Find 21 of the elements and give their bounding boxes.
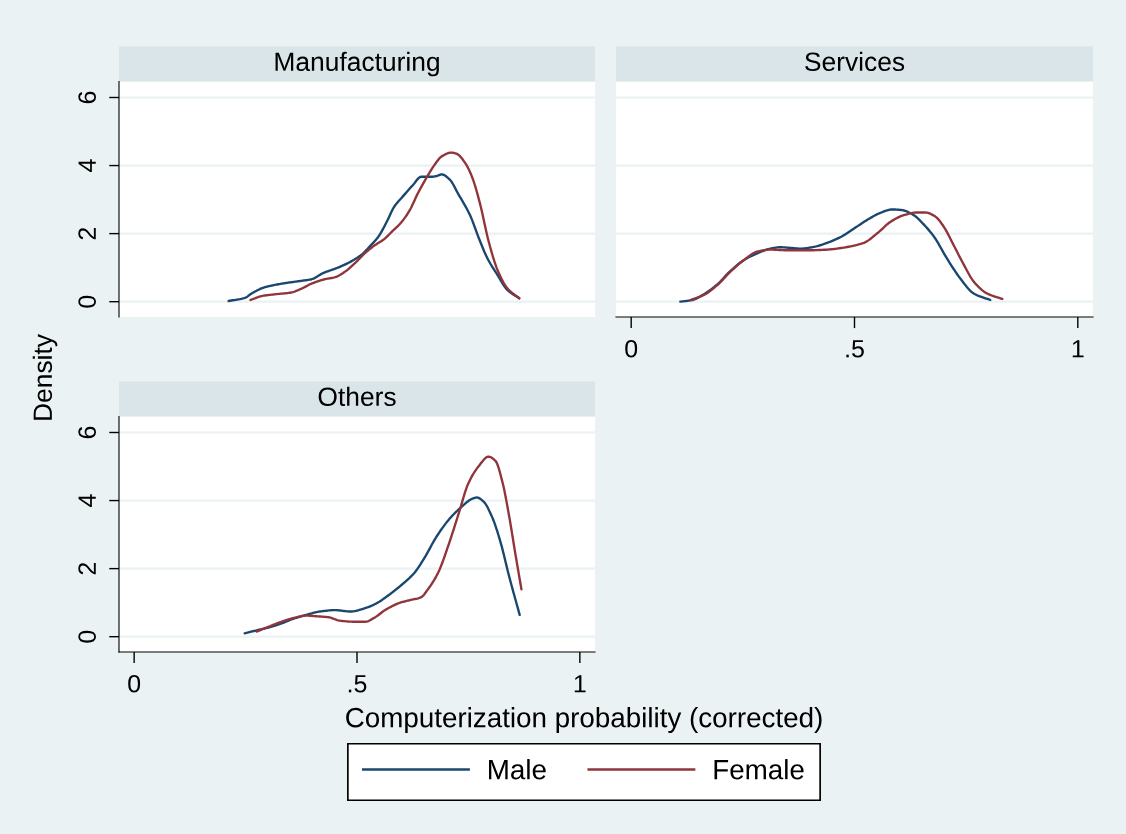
x-axis-title: Computerization probability (corrected) [346,707,822,733]
chart-title: Manufacturing [275,51,439,77]
chart-title: Services [805,51,905,72]
y-tick-label: 0 [78,630,96,643]
y-tick-label: 0 [78,295,96,308]
x-tick-label: 1 [1072,340,1084,358]
y-tick-label: 4 [78,494,96,507]
x-tick-label: 1 [574,675,586,693]
legend-label: Female [714,759,804,780]
legend-label: Male [489,759,546,780]
y-tick-label: 2 [78,562,96,575]
y-tick-label: 6 [78,91,96,104]
x-tick-label: 0 [625,339,638,358]
x-tick-label: .5 [846,340,864,358]
x-tick-label: .5 [348,675,367,693]
y-tick-label: 6 [78,426,96,439]
chart-title: Others [318,386,396,407]
x-tick-label: 0 [128,674,141,693]
y-tick-label: 2 [78,227,96,240]
y-tick-label: 4 [78,159,96,172]
y-axis-title: Density [32,334,58,420]
